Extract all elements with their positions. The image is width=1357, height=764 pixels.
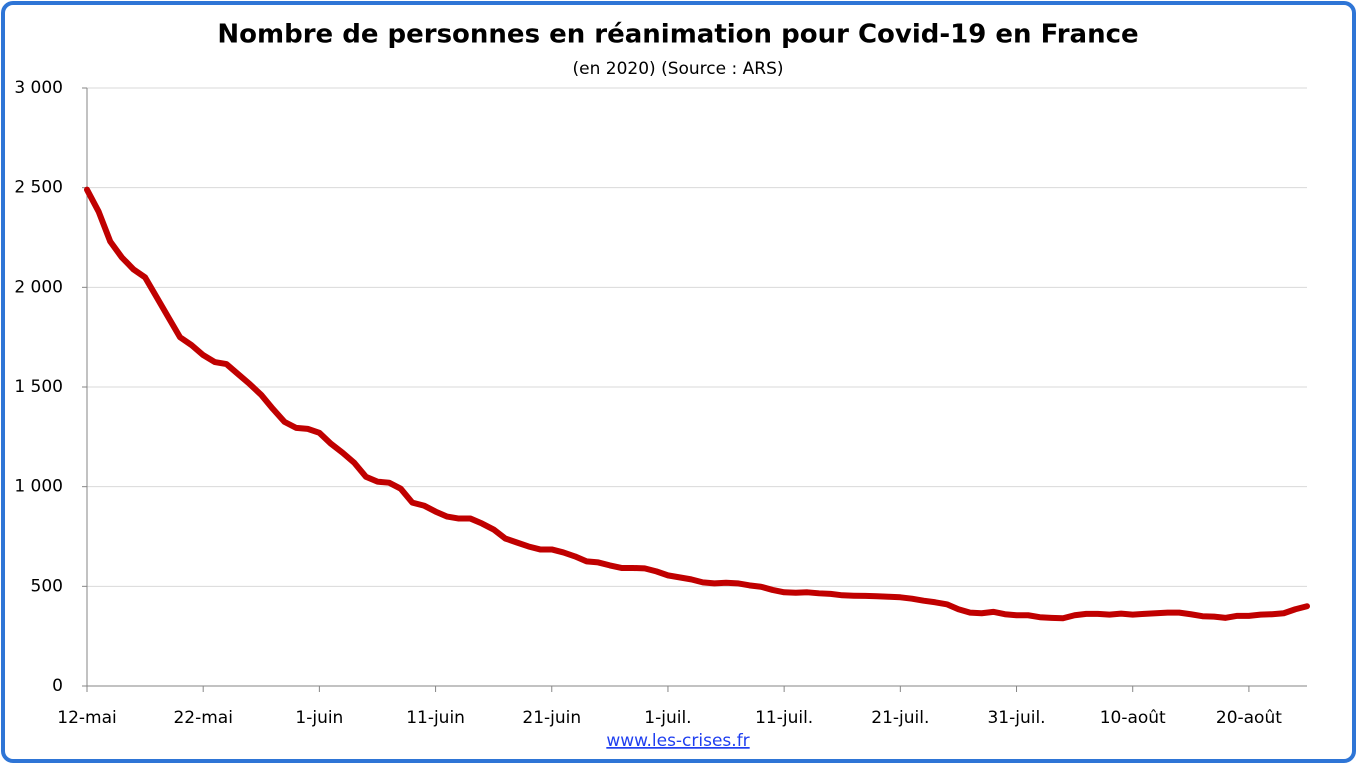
- x-tick-label: 11-juin: [406, 708, 465, 728]
- x-tick-label: 20-août: [1216, 708, 1282, 728]
- x-tick-label: 1-juin: [295, 708, 343, 728]
- chart-title: Nombre de personnes en réanimation pour …: [217, 20, 1138, 50]
- x-tick-label: 10-août: [1100, 708, 1166, 728]
- y-tick-label: 2 000: [14, 277, 63, 297]
- y-tick-label: 1 500: [14, 377, 63, 397]
- x-tick-label: 22-mai: [173, 708, 232, 728]
- data-line: [84, 186, 1310, 622]
- y-tick-label: 0: [52, 676, 63, 696]
- x-tick-label: 21-juil.: [871, 708, 929, 728]
- x-tick-label: 1-juil.: [644, 708, 691, 728]
- source-link[interactable]: www.les-crises.fr: [606, 731, 749, 751]
- y-tick-label: 2 500: [14, 178, 63, 198]
- x-tick-label: 31-juil.: [987, 708, 1045, 728]
- x-tick-label: 12-mai: [57, 708, 116, 728]
- x-tick-label: 21-juin: [522, 708, 581, 728]
- y-tick-label: 3 000: [14, 78, 63, 98]
- x-tick-label: 11-juil.: [755, 708, 813, 728]
- chart-subtitle: (en 2020) (Source : ARS): [573, 59, 784, 79]
- y-tick-label: 500: [31, 576, 63, 596]
- y-tick-label: 1 000: [14, 477, 63, 497]
